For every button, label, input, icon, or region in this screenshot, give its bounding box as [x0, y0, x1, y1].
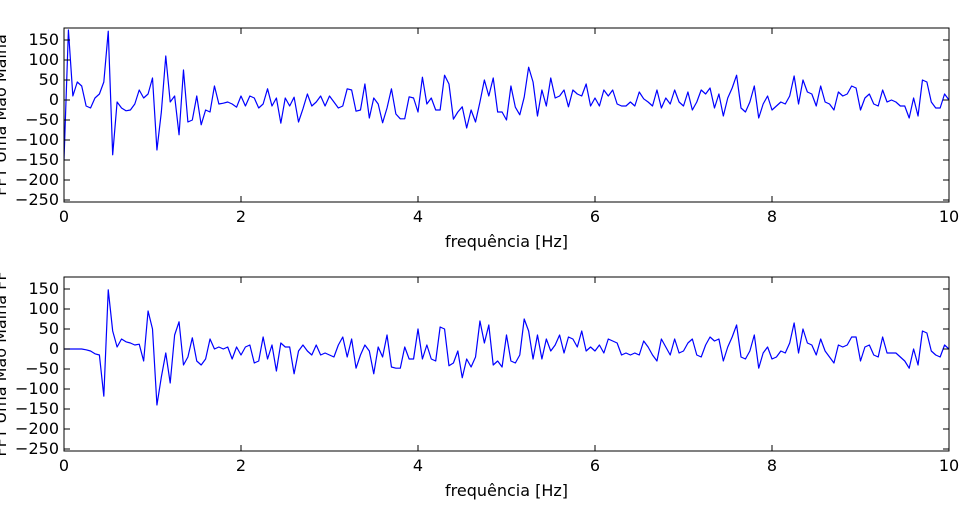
- y-tick-label: 0: [49, 339, 59, 358]
- x-tick-label: 6: [590, 207, 600, 226]
- axes-frame: [63, 27, 950, 203]
- y-tick-label: −50: [25, 110, 59, 129]
- x-tick-label: 4: [413, 207, 423, 226]
- y-tick-label: 100: [28, 299, 59, 318]
- y-tick-label: 0: [49, 90, 59, 109]
- x-tick-label: 0: [59, 456, 69, 475]
- x-tick-label: 8: [767, 207, 777, 226]
- y-tick-label: 100: [28, 50, 59, 69]
- y-tick-label: −250: [15, 439, 59, 458]
- x-axis-label: frequência [Hz]: [445, 232, 568, 251]
- y-tick-label: −200: [15, 170, 59, 189]
- y-tick-label: 150: [28, 30, 59, 49]
- y-tick-label: −50: [25, 359, 59, 378]
- y-tick-label: −100: [15, 379, 59, 398]
- y-tick-label: −150: [15, 399, 59, 418]
- y-tick-label: −100: [15, 130, 59, 149]
- y-tick-label: 50: [39, 70, 59, 89]
- x-tick-label: 4: [413, 456, 423, 475]
- x-tick-label: 10: [939, 456, 959, 475]
- x-axis-label: frequência [Hz]: [445, 481, 568, 500]
- x-tick-label: 10: [939, 207, 959, 226]
- y-tick-label: −250: [15, 190, 59, 209]
- y-axis-label: FFT Uma Mao Malha: [0, 34, 10, 196]
- subplot-1: 0 2 4 6 8 10150100500−50−100−150−200−250frequ…: [0, 27, 959, 251]
- y-axis-label: FFT Uma Mao Malha FF: [0, 271, 10, 456]
- y-tick-label: 50: [39, 319, 59, 338]
- subplot-2: 0 2 4 6 8 10150100500−50−100−150−200−250frequ…: [0, 271, 959, 500]
- x-tick-label: 2: [236, 456, 246, 475]
- y-tick-label: −150: [15, 150, 59, 169]
- x-tick-label: 6: [590, 456, 600, 475]
- axes-frame: [63, 276, 950, 452]
- x-tick-label: 2: [236, 207, 246, 226]
- x-tick-label: 8: [767, 456, 777, 475]
- series-line: [64, 29, 949, 161]
- y-tick-label: −200: [15, 419, 59, 438]
- x-tick-label: 0: [59, 207, 69, 226]
- series-line: [64, 289, 949, 406]
- y-tick-label: 150: [28, 279, 59, 298]
